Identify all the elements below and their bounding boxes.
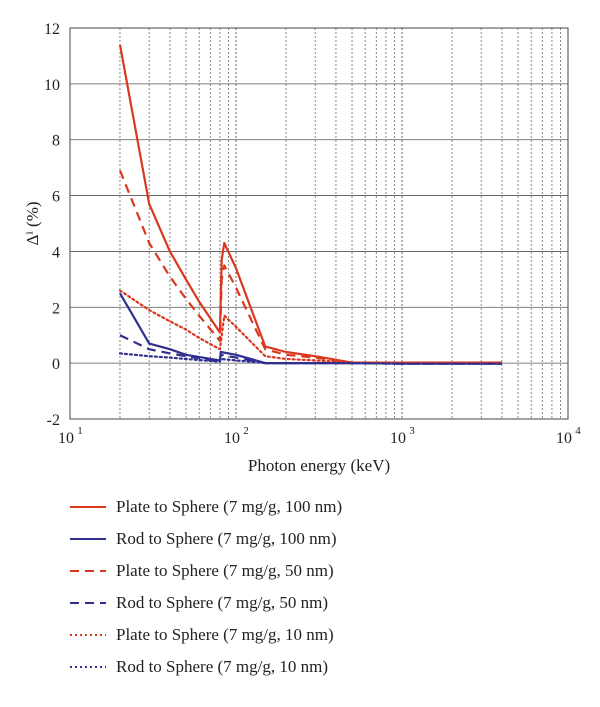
x-tick-label: 10 bbox=[224, 430, 240, 447]
legend-swatch bbox=[70, 570, 106, 572]
y-axis-label: Δⁱ (%) bbox=[23, 201, 42, 245]
legend-swatch bbox=[70, 666, 106, 668]
plot-area-frame bbox=[69, 27, 569, 420]
series-line bbox=[119, 334, 502, 365]
y-tick-label: 12 bbox=[44, 21, 60, 38]
y-tick-labels: -2 0 2 4 6 8 10 12 bbox=[44, 21, 60, 429]
x-tick-label: 10 bbox=[556, 430, 572, 447]
x-axis-label: Photon energy (keV) bbox=[248, 456, 390, 475]
legend-item: Plate to Sphere (7 mg/g, 50 nm) bbox=[68, 560, 488, 592]
series-lines bbox=[118, 44, 503, 365]
legend-item: Plate to Sphere (7 mg/g, 100 nm) bbox=[68, 496, 488, 528]
legend-label: Plate to Sphere (7 mg/g, 50 nm) bbox=[116, 561, 334, 580]
series-line bbox=[118, 169, 502, 364]
legend-label: Rod to Sphere (7 mg/g, 100 nm) bbox=[116, 529, 337, 548]
legend: Plate to Sphere (7 mg/g, 100 nm) Rod to … bbox=[68, 496, 488, 688]
y-tick-label: -2 bbox=[47, 412, 60, 429]
legend-swatch bbox=[70, 538, 106, 540]
series-line bbox=[118, 44, 502, 364]
legend-item: Rod to Sphere (7 mg/g, 100 nm) bbox=[68, 528, 488, 560]
x-tick-exponent: 1 bbox=[77, 425, 83, 437]
x-tick-label: 10 bbox=[390, 430, 406, 447]
legend-label: Plate to Sphere (7 mg/g, 100 nm) bbox=[116, 497, 343, 516]
legend-label: Rod to Sphere (7 mg/g, 50 nm) bbox=[116, 593, 329, 612]
y-tick-label: 0 bbox=[52, 356, 60, 373]
x-tick-exponent: 2 bbox=[243, 425, 249, 437]
y-tick-label: 8 bbox=[52, 133, 60, 150]
legend-swatch bbox=[70, 602, 106, 604]
series-line bbox=[119, 292, 502, 365]
x-tick-exponent: 4 bbox=[575, 425, 581, 437]
x-tick-exponent: 3 bbox=[409, 425, 415, 437]
y-tick-label: 2 bbox=[52, 300, 60, 317]
x-tick-labels: 10 1 10 2 10 3 10 4 bbox=[58, 425, 581, 447]
legend-label: Rod to Sphere (7 mg/g, 10 nm) bbox=[116, 657, 329, 676]
legend-item: Rod to Sphere (7 mg/g, 10 nm) bbox=[68, 656, 488, 688]
x-tick-label: 10 bbox=[58, 430, 74, 447]
legend-item: Rod to Sphere (7 mg/g, 50 nm) bbox=[68, 592, 488, 624]
y-tick-label: 10 bbox=[44, 77, 60, 94]
series-line bbox=[118, 289, 503, 364]
y-tick-label: 6 bbox=[52, 189, 60, 206]
legend-item: Plate to Sphere (7 mg/g, 10 nm) bbox=[68, 624, 488, 656]
legend-label: Plate to Sphere (7 mg/g, 10 nm) bbox=[116, 625, 334, 644]
y-tick-label: 4 bbox=[52, 244, 60, 261]
legend-swatch bbox=[70, 634, 106, 636]
legend-swatch bbox=[70, 506, 106, 508]
series-line bbox=[118, 352, 503, 365]
